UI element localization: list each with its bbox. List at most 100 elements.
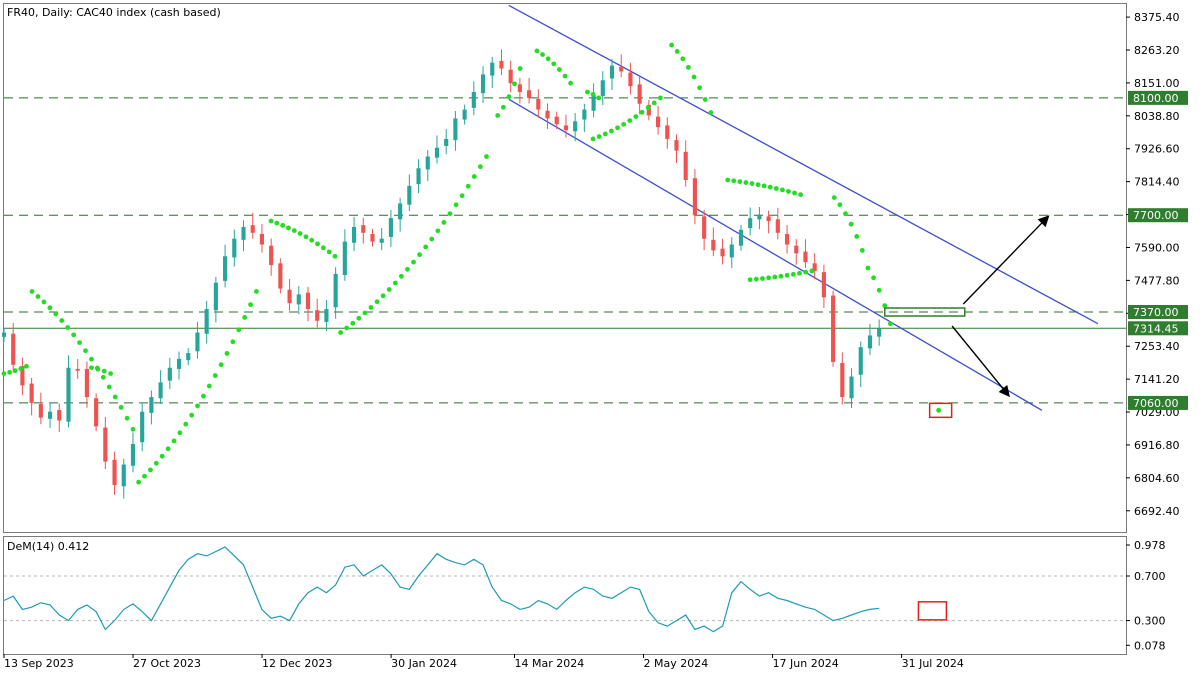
level-labels: 8100.00 7700.00 7370.00 7314.45 7060.00	[1128, 90, 1188, 410]
indicator-title: DeM(14) 0.412	[7, 540, 89, 553]
candle-body	[333, 273, 338, 308]
sar-dot	[766, 275, 772, 281]
sar-dot	[517, 66, 523, 71]
sar-dot	[280, 222, 286, 228]
y-tick-label: 7590.00	[1134, 241, 1180, 254]
sar-dot	[459, 193, 465, 199]
sar-dot	[124, 415, 130, 421]
candle-body	[223, 256, 228, 281]
annotation-overlay	[884, 215, 1050, 419]
candle-body	[361, 225, 366, 233]
sar-dot	[83, 348, 88, 354]
y-tick-label: 8038.80	[1134, 110, 1180, 123]
sar-dot	[386, 287, 392, 292]
sar-dot	[24, 363, 29, 369]
sar-dot	[332, 253, 338, 259]
sar-dot	[786, 189, 791, 194]
x-tick-label: 31 Jul 2024	[902, 657, 964, 670]
candle-body	[232, 238, 237, 258]
main-y-axis: 8375.40 8263.20 8151.00 8038.80 7926.60 7814.…	[1126, 11, 1180, 518]
sar-dot	[435, 228, 441, 234]
sar-dot	[411, 259, 416, 265]
x-tick-label: 12 Dec 2023	[262, 657, 332, 670]
level-lines	[4, 97, 1126, 404]
sar-dot	[778, 273, 784, 279]
sar-dot	[708, 110, 714, 115]
y-tick-label: 7926.60	[1134, 143, 1180, 156]
sar-dot	[691, 74, 697, 80]
candle-body	[444, 138, 449, 146]
sar-dot	[760, 276, 765, 281]
sar-dot	[627, 118, 633, 124]
x-tick-label: 2 May 2024	[644, 657, 709, 670]
sar-dot	[767, 184, 773, 190]
candle-body	[628, 72, 633, 87]
price-channel	[508, 4, 1099, 411]
candle-body	[38, 404, 43, 418]
indicator-levels	[4, 575, 1126, 622]
sar-dot	[398, 273, 404, 279]
sar-dot	[309, 237, 315, 243]
sar-dot	[136, 479, 142, 485]
sar-dot	[506, 94, 512, 100]
sar-dot	[441, 220, 447, 225]
candle-body	[140, 411, 145, 443]
candle-body	[591, 94, 596, 111]
x-tick-label: 30 Jan 2024	[391, 657, 457, 670]
sar-dot	[380, 293, 386, 299]
candle-body	[757, 215, 762, 220]
candle-body	[351, 226, 357, 243]
candle-body	[711, 239, 716, 251]
sar-dot	[680, 56, 686, 62]
sar-dot	[725, 177, 731, 183]
sar-dot	[106, 384, 112, 390]
candle-body	[398, 203, 403, 220]
sar-dot	[171, 438, 177, 444]
arrow-down-right	[951, 325, 1010, 398]
sar-dot	[71, 332, 77, 338]
sar-dot	[447, 211, 453, 217]
sar-dot	[669, 42, 674, 48]
sar-dot	[837, 202, 843, 208]
sar-dot	[18, 366, 24, 372]
sar-dot	[118, 404, 124, 410]
candle-body	[250, 225, 255, 233]
candle-body	[213, 282, 218, 311]
sar-dot	[112, 394, 118, 400]
sar-dot	[77, 340, 82, 346]
y-tick-label: 6916.80	[1134, 439, 1180, 452]
level-label-box	[1128, 395, 1188, 410]
sar-dot	[423, 244, 429, 250]
candle-body	[259, 233, 265, 245]
sar-dot	[189, 412, 195, 418]
candle-body	[554, 116, 559, 125]
sar-dot	[236, 327, 242, 333]
breakout-zone-box	[884, 307, 966, 317]
sar-dot	[392, 280, 398, 286]
level-label-box	[1128, 321, 1188, 336]
candle-body	[720, 248, 725, 257]
dem-highlight-box	[917, 601, 948, 621]
sar-dot	[297, 231, 303, 236]
sar-dot	[195, 403, 200, 409]
level-label: 7370.00	[1133, 306, 1179, 319]
candle-body	[692, 178, 697, 216]
x-tick-label: 27 Oct 2023	[133, 657, 201, 670]
sar-dot	[645, 105, 651, 111]
candle-body	[425, 156, 430, 170]
candle-body	[748, 218, 753, 229]
candle-body	[600, 80, 605, 97]
candle-body	[379, 238, 384, 243]
candle-body	[434, 147, 440, 158]
candle-body	[47, 411, 53, 419]
sar-dot	[602, 131, 608, 137]
sar-dot	[534, 48, 540, 54]
sar-dot	[797, 270, 802, 276]
x-tick-label: 13 Sep 2023	[4, 657, 74, 670]
sar-dot	[206, 383, 212, 389]
sar-dot	[772, 274, 778, 280]
candle-body	[738, 229, 744, 246]
candle-body	[84, 368, 89, 398]
sar-dot	[859, 248, 865, 253]
sar-dot	[615, 125, 620, 131]
